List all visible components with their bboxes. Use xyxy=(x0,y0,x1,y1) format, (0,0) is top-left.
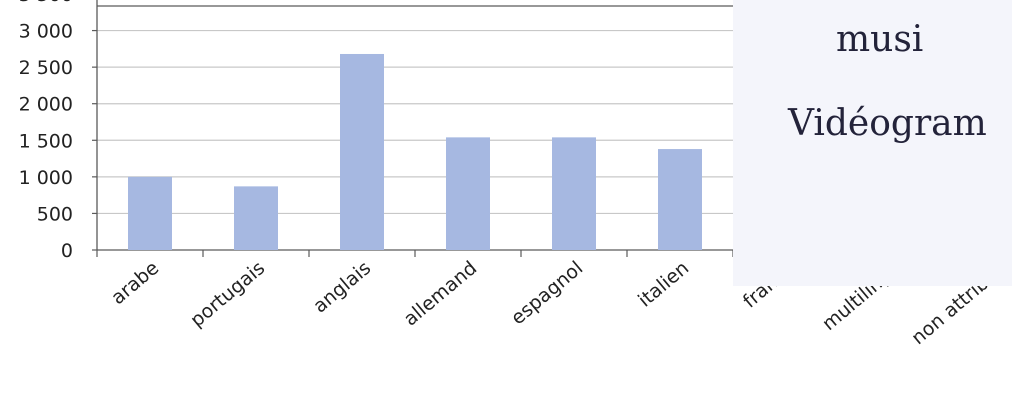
y-tick-label: 1 000 xyxy=(19,167,73,189)
y-tick-label-top: 3 500 xyxy=(19,0,73,6)
category-label: arabe xyxy=(107,257,163,309)
bar-portugais xyxy=(234,186,278,250)
bar-anglais xyxy=(340,53,384,250)
category-label: italien xyxy=(634,257,693,312)
y-tick-label: 2 000 xyxy=(19,94,73,116)
y-tick-label: 0 xyxy=(61,240,73,262)
category-label: portugais xyxy=(186,257,269,332)
overlay-text-line-1: musi xyxy=(836,19,924,60)
overlay-panel: musi Vidéogram xyxy=(733,0,1012,286)
bar-italien xyxy=(658,149,702,250)
overlay-text-line-2: Vidéogram xyxy=(788,103,987,144)
y-tick-label: 1 500 xyxy=(19,130,73,152)
category-label: allemand xyxy=(400,257,482,331)
category-label: anglais xyxy=(309,257,375,317)
bar-espagnol xyxy=(552,137,596,250)
bar-arabe xyxy=(128,176,172,250)
bar-allemand xyxy=(446,137,490,250)
category-label: espagnol xyxy=(507,257,587,329)
y-tick-label: 3 000 xyxy=(19,21,73,43)
y-tick-label: 2 500 xyxy=(19,57,73,79)
y-tick-label: 500 xyxy=(37,203,73,225)
